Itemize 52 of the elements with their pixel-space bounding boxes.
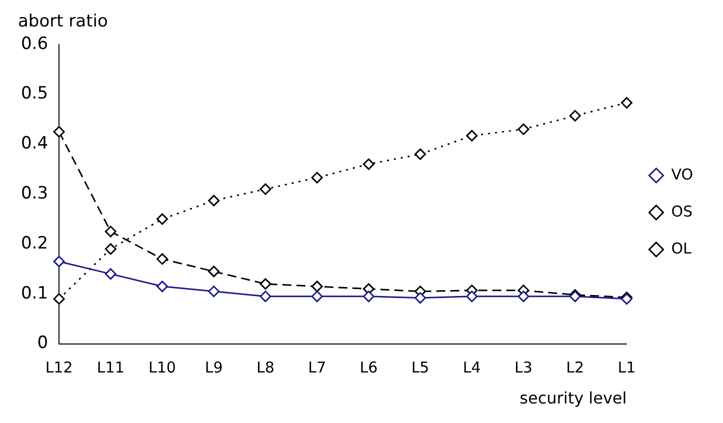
point (518, 290, 530, 302)
point (466, 290, 478, 302)
x-tick-label: L7 (308, 358, 326, 377)
x-tick-label: L12 (45, 358, 73, 377)
x-tick-label: L9 (204, 358, 223, 377)
point (260, 183, 272, 195)
legend-label: OL (671, 239, 692, 258)
y-tick-label: 0.4 (20, 134, 48, 154)
y-tick-label: 0.6 (20, 34, 48, 54)
point (569, 110, 581, 122)
x-tick-label: L1 (618, 358, 636, 377)
point (414, 148, 426, 160)
point (156, 253, 168, 265)
point (53, 293, 65, 305)
x-tick-label: L5 (411, 358, 430, 377)
point (620, 97, 632, 109)
point (53, 126, 65, 138)
x-tick-label: L4 (462, 358, 481, 377)
point (311, 290, 323, 302)
y-tick-label: 0 (37, 333, 48, 354)
legend-label: VO (671, 165, 694, 184)
point (311, 280, 323, 292)
point (414, 292, 426, 304)
x-tick-label: L3 (514, 358, 532, 377)
x-tick-label: L6 (360, 358, 378, 377)
point (208, 194, 220, 206)
y-axis-title: abort ratio (18, 12, 108, 32)
point (104, 268, 116, 280)
x-tick-label: L10 (148, 358, 176, 377)
y-tick-label: 0.3 (20, 184, 48, 204)
y-tick-label: 0.5 (20, 84, 48, 104)
x-axis-title: security level (520, 388, 627, 408)
point (466, 130, 478, 142)
y-tick-label: 0.2 (20, 233, 48, 254)
point (156, 213, 168, 225)
point (362, 158, 374, 170)
x-tick-label: L11 (96, 358, 124, 377)
point (518, 123, 530, 135)
x-tick-label: L2 (566, 358, 584, 377)
point (260, 290, 272, 302)
point (208, 286, 220, 298)
point (260, 278, 272, 290)
point (362, 290, 374, 302)
legend-label: OS (671, 202, 693, 220)
point (104, 226, 116, 238)
point (53, 256, 65, 268)
point (156, 280, 168, 292)
point (104, 243, 116, 255)
x-tick-label: L8 (256, 358, 274, 377)
y-tick-label: 0.1 (20, 283, 48, 304)
point (208, 266, 220, 278)
point (311, 172, 323, 184)
